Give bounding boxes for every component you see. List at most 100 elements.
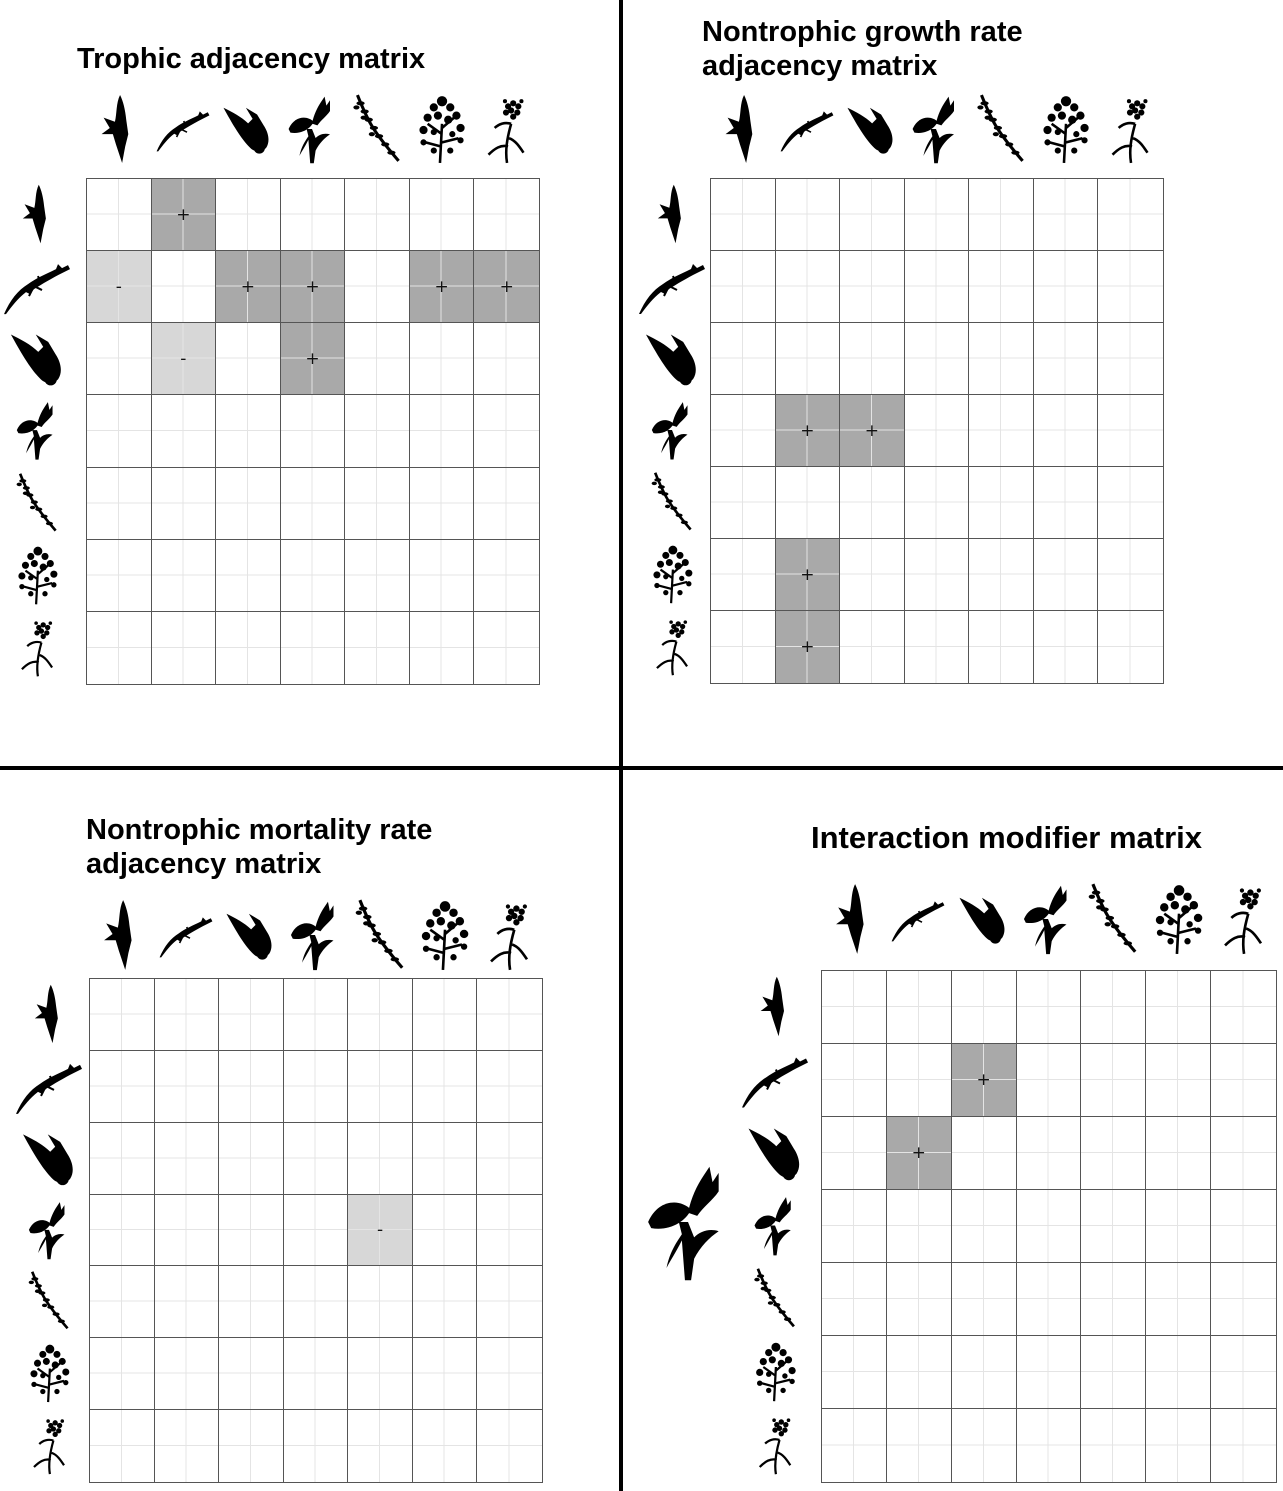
matrix-cell bbox=[412, 1050, 478, 1123]
matrix-cell: + bbox=[775, 395, 841, 467]
matrix-cell bbox=[1146, 971, 1212, 1044]
flower-icon bbox=[287, 898, 343, 972]
matrix-cell bbox=[822, 1190, 887, 1263]
umbel-icon bbox=[2, 616, 72, 678]
matrix-cell bbox=[477, 1122, 542, 1195]
lizard-icon bbox=[14, 1055, 84, 1117]
matrix-cell bbox=[1098, 467, 1163, 539]
matrix-cell: + bbox=[216, 251, 281, 324]
matrix-cell bbox=[477, 1338, 542, 1411]
matrix-cell bbox=[1146, 1409, 1212, 1482]
bird-icon bbox=[93, 898, 149, 972]
matrix-cell bbox=[904, 323, 970, 395]
matrix-cell bbox=[904, 467, 970, 539]
matrix-cell bbox=[477, 1194, 542, 1267]
matrix-cell bbox=[886, 1336, 952, 1409]
fly-icon bbox=[740, 1121, 810, 1184]
matrix-cell bbox=[711, 467, 776, 539]
matrix-cell bbox=[90, 1338, 155, 1411]
matrix-cell bbox=[886, 1044, 952, 1117]
adjacency-matrix: - bbox=[89, 978, 543, 1483]
fly-icon bbox=[222, 898, 278, 972]
matrix-cell bbox=[969, 251, 1034, 323]
flower-icon bbox=[2, 399, 72, 461]
matrix-cell bbox=[775, 251, 841, 323]
matrix-cell bbox=[348, 1050, 413, 1123]
matrix-cell bbox=[216, 179, 281, 252]
matrix-cell bbox=[1033, 323, 1099, 395]
lizard-icon bbox=[779, 93, 835, 165]
matrix-cell bbox=[477, 1050, 542, 1123]
matrix-cell bbox=[154, 979, 220, 1051]
umbel-icon bbox=[481, 898, 537, 972]
matrix-cell bbox=[711, 179, 776, 251]
matrix-cell bbox=[1146, 1044, 1212, 1117]
matrix-cell bbox=[474, 539, 539, 612]
matrix-cell bbox=[822, 1117, 887, 1190]
matrix-cell bbox=[775, 179, 841, 251]
matrix-cell bbox=[87, 467, 152, 540]
matrix-cell bbox=[412, 1266, 478, 1339]
matrix-cell bbox=[280, 179, 346, 252]
matrix-cell bbox=[1211, 1044, 1276, 1117]
shrub-icon bbox=[1037, 93, 1093, 165]
matrix-cell bbox=[477, 979, 542, 1051]
matrix-cell bbox=[969, 323, 1034, 395]
matrix-cell bbox=[1211, 1263, 1276, 1336]
matrix-cell bbox=[711, 395, 776, 467]
matrix-cell: - bbox=[348, 1194, 413, 1267]
matrix-cell bbox=[951, 971, 1017, 1044]
horizontal-divider bbox=[0, 766, 1283, 770]
matrix-cell bbox=[87, 611, 152, 684]
matrix-cell bbox=[219, 1122, 284, 1195]
flower-icon bbox=[284, 93, 340, 165]
bird-icon bbox=[14, 983, 84, 1045]
matrix-cell bbox=[90, 1050, 155, 1123]
matrix-cell bbox=[1211, 1336, 1276, 1409]
matrix-cell bbox=[1098, 179, 1163, 251]
grass-icon bbox=[637, 471, 707, 533]
matrix-cell bbox=[1033, 395, 1099, 467]
matrix-cell bbox=[840, 539, 905, 611]
title-line: adjacency matrix bbox=[702, 50, 938, 82]
grass-icon bbox=[2, 472, 72, 534]
matrix-cell bbox=[1016, 971, 1082, 1044]
umbel-icon bbox=[14, 1414, 84, 1476]
matrix-cell bbox=[87, 179, 152, 252]
matrix-cell bbox=[1146, 1263, 1212, 1336]
matrix-cell bbox=[151, 539, 217, 612]
panel-title: Interaction modifier matrix bbox=[811, 820, 1202, 856]
fly-icon bbox=[843, 93, 899, 165]
fly-icon bbox=[637, 327, 707, 389]
matrix-cell bbox=[348, 1122, 413, 1195]
matrix-cell bbox=[1098, 251, 1163, 323]
panel-title: Nontrophic growth rate adjacency matrix bbox=[702, 15, 1023, 83]
matrix-cell bbox=[1016, 1117, 1082, 1190]
matrix-cell bbox=[904, 611, 970, 683]
matrix-cell bbox=[345, 611, 410, 684]
umbel-icon bbox=[1102, 93, 1158, 165]
matrix-cell bbox=[151, 467, 217, 540]
matrix-cell bbox=[1146, 1190, 1212, 1263]
matrix-cell bbox=[711, 323, 776, 395]
panel-title: Nontrophic mortality rate adjacency matri… bbox=[86, 813, 432, 881]
matrix-cell bbox=[283, 1266, 349, 1339]
matrix-cell bbox=[969, 179, 1034, 251]
matrix-cell bbox=[711, 539, 776, 611]
flower-icon bbox=[14, 1199, 84, 1261]
matrix-cell bbox=[219, 1050, 284, 1123]
matrix-cell bbox=[1081, 1190, 1147, 1263]
matrix-cell bbox=[151, 395, 217, 468]
matrix-cell: + bbox=[886, 1117, 952, 1190]
title-line: Trophic adjacency matrix bbox=[77, 43, 426, 75]
matrix-cell bbox=[409, 467, 475, 540]
matrix-cell bbox=[951, 1190, 1017, 1263]
grass-icon bbox=[352, 898, 408, 972]
matrix-cell bbox=[283, 1050, 349, 1123]
matrix-cell bbox=[216, 323, 281, 396]
matrix-cell bbox=[1081, 1044, 1147, 1117]
matrix-cell bbox=[1146, 1117, 1212, 1190]
matrix-cell bbox=[904, 539, 970, 611]
matrix-cell bbox=[280, 611, 346, 684]
matrix-cell bbox=[219, 1266, 284, 1339]
